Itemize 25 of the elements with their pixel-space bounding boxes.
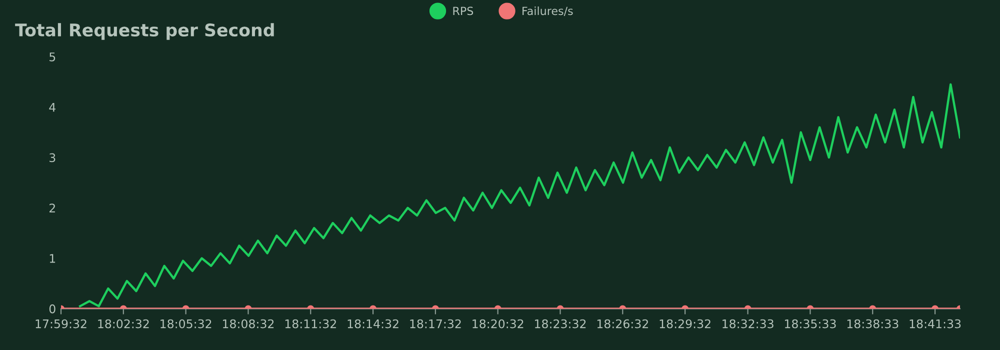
x-tick-label: 18:26:32 [597,319,648,328]
y-tick-label: 4 [49,102,56,112]
x-tick-label: 18:11:32 [285,319,336,328]
line-series [78,83,960,308]
x-tick-label: 18:41:33 [910,319,961,328]
legend-label: RPS [453,6,474,16]
chart-title: Total Requests per Second [15,23,274,40]
y-tick-label: 3 [50,153,56,162]
x-tick-label: 18:08:32 [223,319,274,328]
x-tick-label: 18:23:32 [535,319,586,328]
x-tick-label: 18:14:32 [348,319,398,328]
y-tick-label: 2 [49,204,55,212]
x-tick-label: 18:38:33 [847,319,898,328]
x-tick-label: 18:20:32 [472,319,524,328]
x-tick-label: 18:05:32 [160,319,212,328]
legend-label: Failures/s [522,6,573,16]
x-tick-label: 17:59:32 [36,319,86,328]
x-tick-label: 18:32:33 [722,319,774,328]
x-tick-label: 18:17:32 [410,319,461,328]
x-tick-label: 18:02:32 [98,319,149,328]
y-tick-label: 0 [49,304,56,314]
y-tick-label: 1 [50,254,56,263]
y-tick-label: 5 [50,52,56,62]
x-tick-label: 18:29:32 [660,319,710,328]
x-tick-label: 18:35:33 [785,319,836,328]
